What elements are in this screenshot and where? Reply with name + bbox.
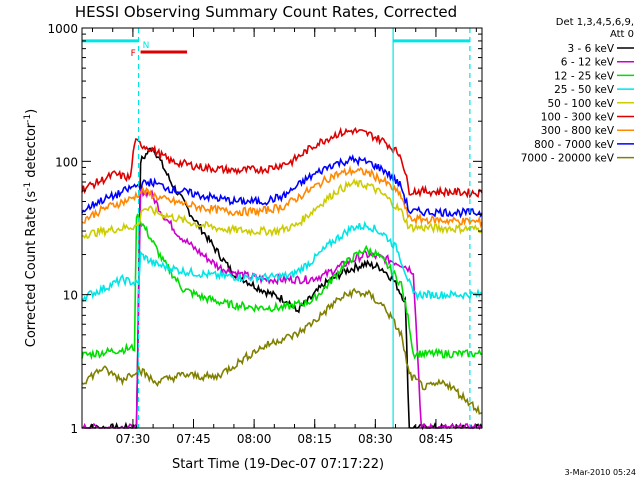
legend-header: Det 1,3,4,5,6,9, <box>556 17 634 28</box>
chart-title: HESSI Observing Summary Count Rates, Cor… <box>75 3 457 21</box>
legend-label-6: 300 - 800 keV <box>541 125 615 137</box>
y-axis-label-mid: detector <box>24 122 39 182</box>
series-line-6 <box>81 164 483 229</box>
series-line-7 <box>81 153 483 219</box>
flag-label-f: F <box>131 49 136 59</box>
y-tick-label: 1 <box>70 422 78 436</box>
x-tick-label: 08:45 <box>419 432 454 446</box>
plot-area: FN <box>81 27 483 431</box>
flag-label-n: N <box>143 41 150 51</box>
y-axis-label-main: Corrected Count Rate (s <box>24 191 39 348</box>
legend-label-0: 3 - 6 keV <box>567 43 614 55</box>
plot-frame <box>81 27 483 429</box>
x-tick-label: 08:15 <box>297 432 332 446</box>
legend: Det 1,3,4,5,6,9,Att 0 3 - 6 keV 6 - 12 keV… <box>521 17 634 165</box>
series-line-3 <box>81 220 483 303</box>
x-tick-label: 07:30 <box>116 432 151 446</box>
x-axis: 07:30 07:45 08:00 08:15 08:30 08:45 <box>92 28 477 446</box>
legend-label-7: 800 - 7000 keV <box>534 139 615 151</box>
x-tick-label: 08:00 <box>237 432 272 446</box>
legend-label-3: 25 - 50 keV <box>554 84 615 96</box>
y-axis-label-sup-1: -1 <box>23 182 33 191</box>
series-line-8 <box>81 287 483 415</box>
x-axis-label: Start Time (19-Dec-07 07:17:22) <box>172 457 384 472</box>
legend-label-5: 100 - 300 keV <box>541 112 615 124</box>
legend-label-1: 6 - 12 keV <box>561 57 615 69</box>
x-tick-label: 07:45 <box>176 432 211 446</box>
series-line-2 <box>81 213 483 361</box>
legend-label-2: 12 - 25 keV <box>554 70 615 82</box>
series-line-5 <box>81 126 483 199</box>
legend-label-4: 50 - 100 keV <box>547 98 614 110</box>
y-axis-label: Corrected Count Rate (s-1 detector-1) <box>23 109 39 347</box>
x-tick-label: 08:30 <box>358 432 393 446</box>
y-axis-label-sup-2: -1 <box>23 114 33 123</box>
series-line-4 <box>81 177 483 240</box>
y-axis: 1 10 100 1000 <box>47 22 482 436</box>
y-tick-label: 1000 <box>47 22 78 36</box>
series-line-1 <box>82 185 482 430</box>
legend-label-8: 7000 - 20000 keV <box>521 153 615 165</box>
y-axis-label-end: ) <box>24 109 39 114</box>
footer-date: 3-Mar-2010 05:24 <box>565 468 636 477</box>
y-tick-label: 10 <box>63 289 78 303</box>
legend-header: Att 0 <box>610 29 634 40</box>
y-tick-label: 100 <box>55 155 78 169</box>
